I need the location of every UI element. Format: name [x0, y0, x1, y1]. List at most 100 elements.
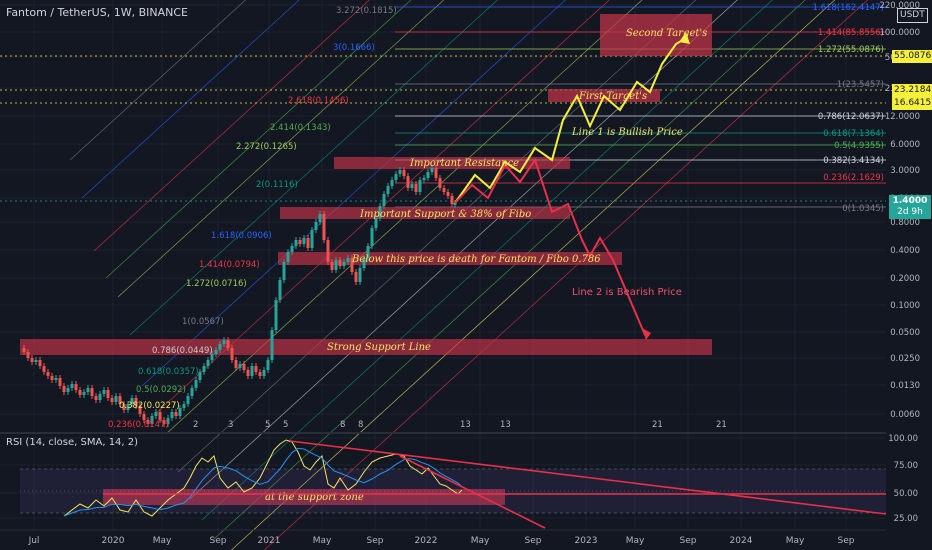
fib-level-label: 1.272(0.0716) — [186, 279, 247, 289]
candle-body — [282, 262, 286, 280]
rsi-indicator-title[interactable]: RSI (14, close, SMA, 14, 2) — [6, 437, 139, 448]
bar-count-label: 21 — [716, 420, 727, 430]
symbol-title[interactable]: Fantom / TetherUS, 1W, BINANCE — [6, 6, 188, 19]
fib-level-label: 1(0.0567) — [182, 317, 224, 327]
candle-body — [22, 348, 26, 352]
strong-support-label: Strong Support Line — [327, 342, 431, 353]
candle-body — [302, 238, 306, 244]
candle-body — [342, 262, 346, 266]
candle-body — [354, 272, 358, 282]
time-axis[interactable]: Jul 2020 May Sep 2021 May Sep 2022 May Sep 2023 May… — [28, 536, 855, 546]
candle-body — [346, 258, 350, 262]
time-axis-label: Sep — [367, 536, 384, 546]
price-axis-label: 0.0130 — [890, 381, 920, 391]
candle-body — [298, 240, 302, 244]
candle-body — [258, 372, 262, 376]
price-axis-label: 0.0250 — [890, 354, 920, 364]
fib-level-label: 0.618(0.0357) — [138, 367, 199, 377]
rsi-axis: 100.00 75.00 50.00 25.00 — [888, 434, 918, 524]
candle-body — [366, 246, 370, 258]
candle-body — [102, 390, 106, 394]
price-axis-label: 100.0000 — [879, 28, 920, 38]
candle-body — [26, 352, 30, 358]
fib-channel-line — [189, 0, 738, 500]
resistance-label: Important Resistance — [409, 158, 519, 169]
currency-label[interactable]: USDT — [897, 8, 928, 23]
fib-extension-label: 0.382(3.4134) — [823, 156, 884, 166]
fib-extension-lines — [0, 6, 886, 208]
bar-count-label: 5 — [265, 420, 270, 430]
candle-body — [394, 174, 398, 180]
fib-level-label: 2.414(0.1343) — [270, 123, 331, 133]
candle-body — [254, 366, 258, 372]
time-axis-label: Sep — [210, 536, 227, 546]
candle-body — [398, 170, 402, 174]
support-label: Important Support & 38% of Fibo — [359, 209, 531, 220]
time-axis-label: May — [471, 536, 490, 546]
candle-body — [74, 384, 78, 390]
candle-body — [62, 386, 66, 392]
fib-level-label: 0.5(0.0292) — [136, 385, 186, 395]
price-axis-label: 3.0000 — [890, 166, 920, 176]
candle-body — [214, 350, 218, 354]
candle-body — [242, 364, 246, 370]
candle-body — [82, 392, 86, 395]
time-axis-label: Sep — [838, 536, 855, 546]
candle-body — [262, 370, 266, 376]
candle-body — [30, 358, 34, 362]
candle-body — [318, 214, 322, 222]
bar-count-label: 8 — [358, 420, 363, 430]
candle-body — [42, 366, 46, 372]
candle-body — [378, 206, 382, 218]
time-axis-label: Sep — [680, 536, 697, 546]
candle-body — [142, 414, 146, 420]
time-axis-label: Jul — [28, 536, 40, 546]
candle-body — [150, 416, 154, 424]
time-axis-label: May — [153, 536, 172, 546]
price-axis-label: 0.0060 — [890, 410, 920, 420]
death-label: Below this price is death for Fantom / F… — [351, 254, 601, 265]
candle-body — [406, 176, 410, 188]
fib-level-label: 2(0.1116) — [256, 180, 298, 190]
fib-extension-label: 1.272(55.0876) — [818, 45, 884, 55]
candle-body — [238, 364, 242, 368]
candle-body — [90, 388, 94, 396]
candle-body — [350, 258, 354, 272]
candle-body — [162, 420, 166, 424]
candle-body — [122, 404, 126, 410]
candle-body — [326, 240, 330, 262]
candle-body — [78, 390, 82, 395]
bar-count-label: 8 — [340, 420, 345, 430]
rsi-axis-label: 100.00 — [888, 434, 918, 444]
candle-body — [382, 194, 386, 206]
fib-channel-line — [117, 0, 445, 298]
time-axis-label: 2021 — [258, 536, 281, 546]
fib-extension-label: 0.786(12.0637) — [818, 112, 884, 122]
candle-body — [322, 214, 326, 240]
bullish-label: Line 1 is Bullish Price — [571, 127, 683, 138]
fib-extension-label: 1.618(162.4147) — [812, 3, 884, 13]
rsi-line — [63, 439, 463, 517]
fib-extension-label: 0.236(2.1629) — [823, 173, 884, 183]
price-axis-label: 12.0000 — [885, 112, 920, 122]
candle-body — [330, 262, 334, 270]
candle-body — [334, 260, 338, 270]
bar-count-label: 5 — [283, 420, 288, 430]
candle-body — [374, 218, 378, 228]
fib-channel-line — [105, 0, 412, 279]
current-price-value: 1.4000 — [892, 196, 928, 206]
candle-body — [246, 370, 250, 376]
candle-body — [250, 366, 254, 376]
candle-body — [306, 238, 310, 248]
fib-extension-label: 0.618(7.1364) — [823, 129, 884, 139]
rsi-trendline-steep — [399, 455, 546, 529]
bearish-projection-line — [454, 157, 646, 336]
candle-body — [314, 222, 318, 230]
fib-channel-line — [81, 0, 300, 199]
candle-body — [186, 396, 190, 404]
fib-level-label: 3.272(0.1815) — [336, 6, 397, 16]
price-axis-label: 0.1000 — [890, 301, 920, 311]
price-candles — [22, 165, 457, 427]
